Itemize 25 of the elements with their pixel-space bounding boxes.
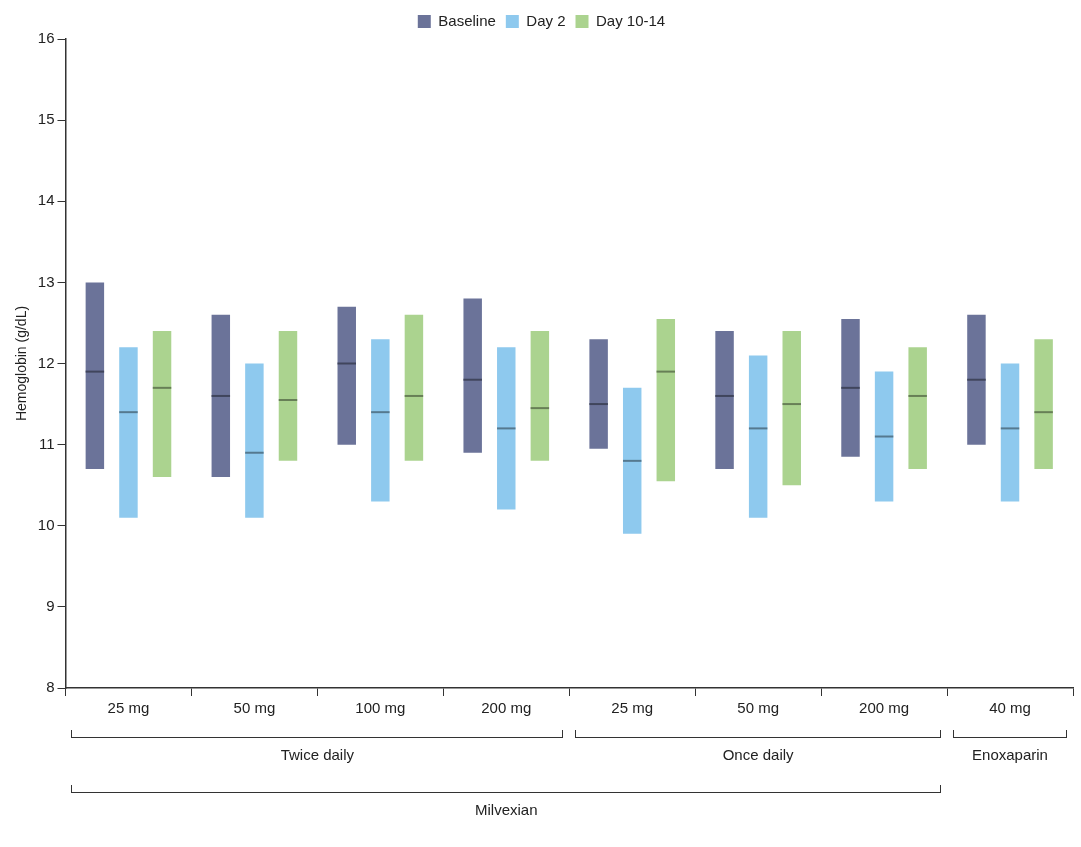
y-tick-label: 9 bbox=[46, 597, 55, 615]
legend-label: Day 10-14 bbox=[596, 11, 666, 29]
y-tick-label: 13 bbox=[37, 272, 55, 290]
x-tick-label: 100 mg bbox=[355, 699, 406, 717]
x-tick-label: 25 mg bbox=[611, 699, 654, 717]
legend-label: Baseline bbox=[438, 11, 496, 29]
text: Enoxaparin bbox=[972, 746, 1048, 763]
x-tick-label: 200 mg bbox=[481, 699, 532, 717]
text: Once daily bbox=[722, 746, 794, 763]
text: Milvexian bbox=[475, 801, 538, 818]
y-tick-label: 11 bbox=[38, 434, 55, 452]
y-tick-label: 14 bbox=[37, 191, 55, 209]
y-tick-label: 8 bbox=[46, 678, 55, 696]
y-tick-label: 16 bbox=[37, 29, 55, 47]
text: Twice daily bbox=[280, 746, 355, 763]
x-tick-label: 40 mg bbox=[989, 699, 1031, 717]
y-axis-title: Hemoglobin (g/dL) bbox=[13, 305, 30, 422]
x-tick-label: 25 mg bbox=[107, 699, 150, 717]
x-tick-label: 200 mg bbox=[859, 699, 910, 717]
y-tick-label: 12 bbox=[37, 353, 55, 371]
legend-label: Day 2 bbox=[526, 11, 566, 29]
y-tick-label: 15 bbox=[37, 110, 55, 128]
x-tick-label: 50 mg bbox=[737, 699, 779, 717]
x-tick-label: 50 mg bbox=[233, 699, 276, 717]
y-tick-label: 10 bbox=[37, 515, 55, 533]
